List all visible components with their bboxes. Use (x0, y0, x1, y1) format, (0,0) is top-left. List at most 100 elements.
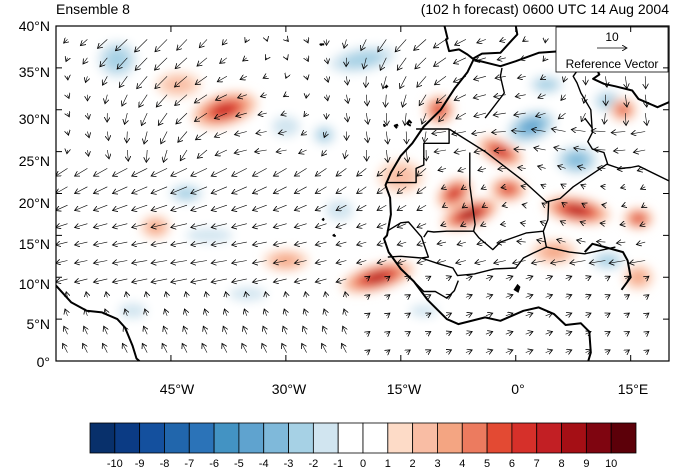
wind-vector (501, 224, 506, 225)
wind-vector (214, 131, 228, 138)
wind-vector (253, 261, 267, 264)
wind-vector (336, 261, 347, 264)
wind-vector (83, 343, 88, 353)
wind-vector (163, 326, 167, 335)
lat-tick-label: 20°N (19, 195, 50, 211)
coastline (384, 85, 389, 89)
wind-vector (103, 343, 108, 353)
wind-vector (502, 205, 506, 206)
country-border (448, 128, 669, 203)
wind-vector (346, 76, 347, 85)
wind-vector (438, 168, 447, 170)
wind-vector (171, 223, 188, 228)
wind-vector (171, 168, 188, 176)
wind-vector (457, 242, 466, 245)
wind-vector (196, 131, 208, 140)
wind-vector (273, 279, 287, 282)
lon-tick-label: 15°E (618, 381, 649, 397)
wind-vector (56, 242, 68, 245)
wind-vector (83, 57, 87, 64)
wind-vector (543, 58, 546, 61)
wind-vector (562, 203, 566, 206)
wind-vector (565, 295, 572, 298)
colorbar-label: -10 (107, 458, 123, 470)
wind-vector (283, 326, 287, 335)
anomaly-contour (118, 303, 147, 319)
wind-vector (294, 204, 307, 210)
wind-vector (521, 186, 526, 187)
wind-vector (56, 168, 68, 176)
wind-vector (68, 113, 70, 117)
wind-vector (287, 58, 288, 60)
wind-vector (551, 261, 566, 264)
wind-vector (146, 292, 147, 298)
wind-vector (262, 343, 267, 353)
wind-vector (202, 343, 208, 353)
wind-vector (232, 279, 247, 282)
wind-vector (426, 276, 431, 279)
wind-vector (540, 221, 545, 223)
lon-tick-label: 15°W (387, 381, 422, 397)
wind-vector (235, 132, 247, 135)
wind-vector (171, 186, 188, 194)
wind-vector (307, 76, 308, 80)
wind-vector (324, 309, 327, 316)
wind-vector (151, 242, 168, 245)
wind-vector-field (56, 39, 649, 352)
wind-vector (454, 150, 466, 153)
wind-vector (405, 113, 406, 125)
wind-vector (432, 132, 447, 134)
wind-vector (345, 149, 347, 159)
wind-vector (485, 276, 493, 279)
wind-vector (452, 132, 466, 135)
wind-vector (514, 113, 526, 115)
wind-vector (263, 326, 267, 335)
wind-vector (178, 131, 188, 143)
wind-vector (357, 204, 367, 210)
wind-vector (141, 112, 148, 126)
wind-vector (336, 224, 347, 228)
wind-vector (94, 261, 108, 264)
wind-vector (86, 292, 87, 298)
wind-vector (565, 350, 572, 353)
wind-vector (195, 112, 208, 121)
wind-vector (177, 39, 188, 50)
wind-vector (94, 168, 108, 176)
wind-vector (327, 94, 328, 101)
colorbar-cell (238, 422, 265, 454)
wind-vector (400, 76, 407, 88)
wind-vector (194, 94, 208, 103)
wind-vector (107, 131, 108, 141)
wind-vector (224, 309, 227, 316)
wind-vector (446, 313, 452, 316)
lon-tick-label: 30°W (272, 381, 307, 397)
wind-vector (139, 94, 148, 108)
wind-vector (417, 204, 427, 210)
anomaly-contour (164, 76, 193, 93)
wind-vector (132, 279, 148, 282)
wind-vector (171, 204, 188, 210)
wind-vector (455, 39, 467, 45)
wind-vector (87, 113, 88, 119)
wind-vector (620, 224, 625, 225)
wind-vector (232, 186, 247, 194)
colorbar-cell (114, 422, 141, 454)
wind-vector (518, 76, 526, 78)
wind-vector (258, 113, 267, 115)
wind-vector (377, 186, 387, 194)
wind-vector (482, 205, 486, 207)
wind-vector (94, 186, 108, 194)
wind-vector (307, 39, 309, 43)
wind-vector (625, 332, 629, 335)
wind-vector (366, 149, 367, 161)
wind-vector (541, 185, 546, 187)
lake (513, 283, 521, 293)
wind-vector (505, 332, 513, 335)
colorbar-cell (213, 422, 240, 454)
wind-vector (554, 147, 566, 150)
wind-vector (366, 295, 370, 298)
wind-vector (591, 131, 606, 132)
wind-vector (636, 242, 646, 244)
wind-vector (434, 150, 447, 152)
wind-vector (56, 224, 68, 228)
